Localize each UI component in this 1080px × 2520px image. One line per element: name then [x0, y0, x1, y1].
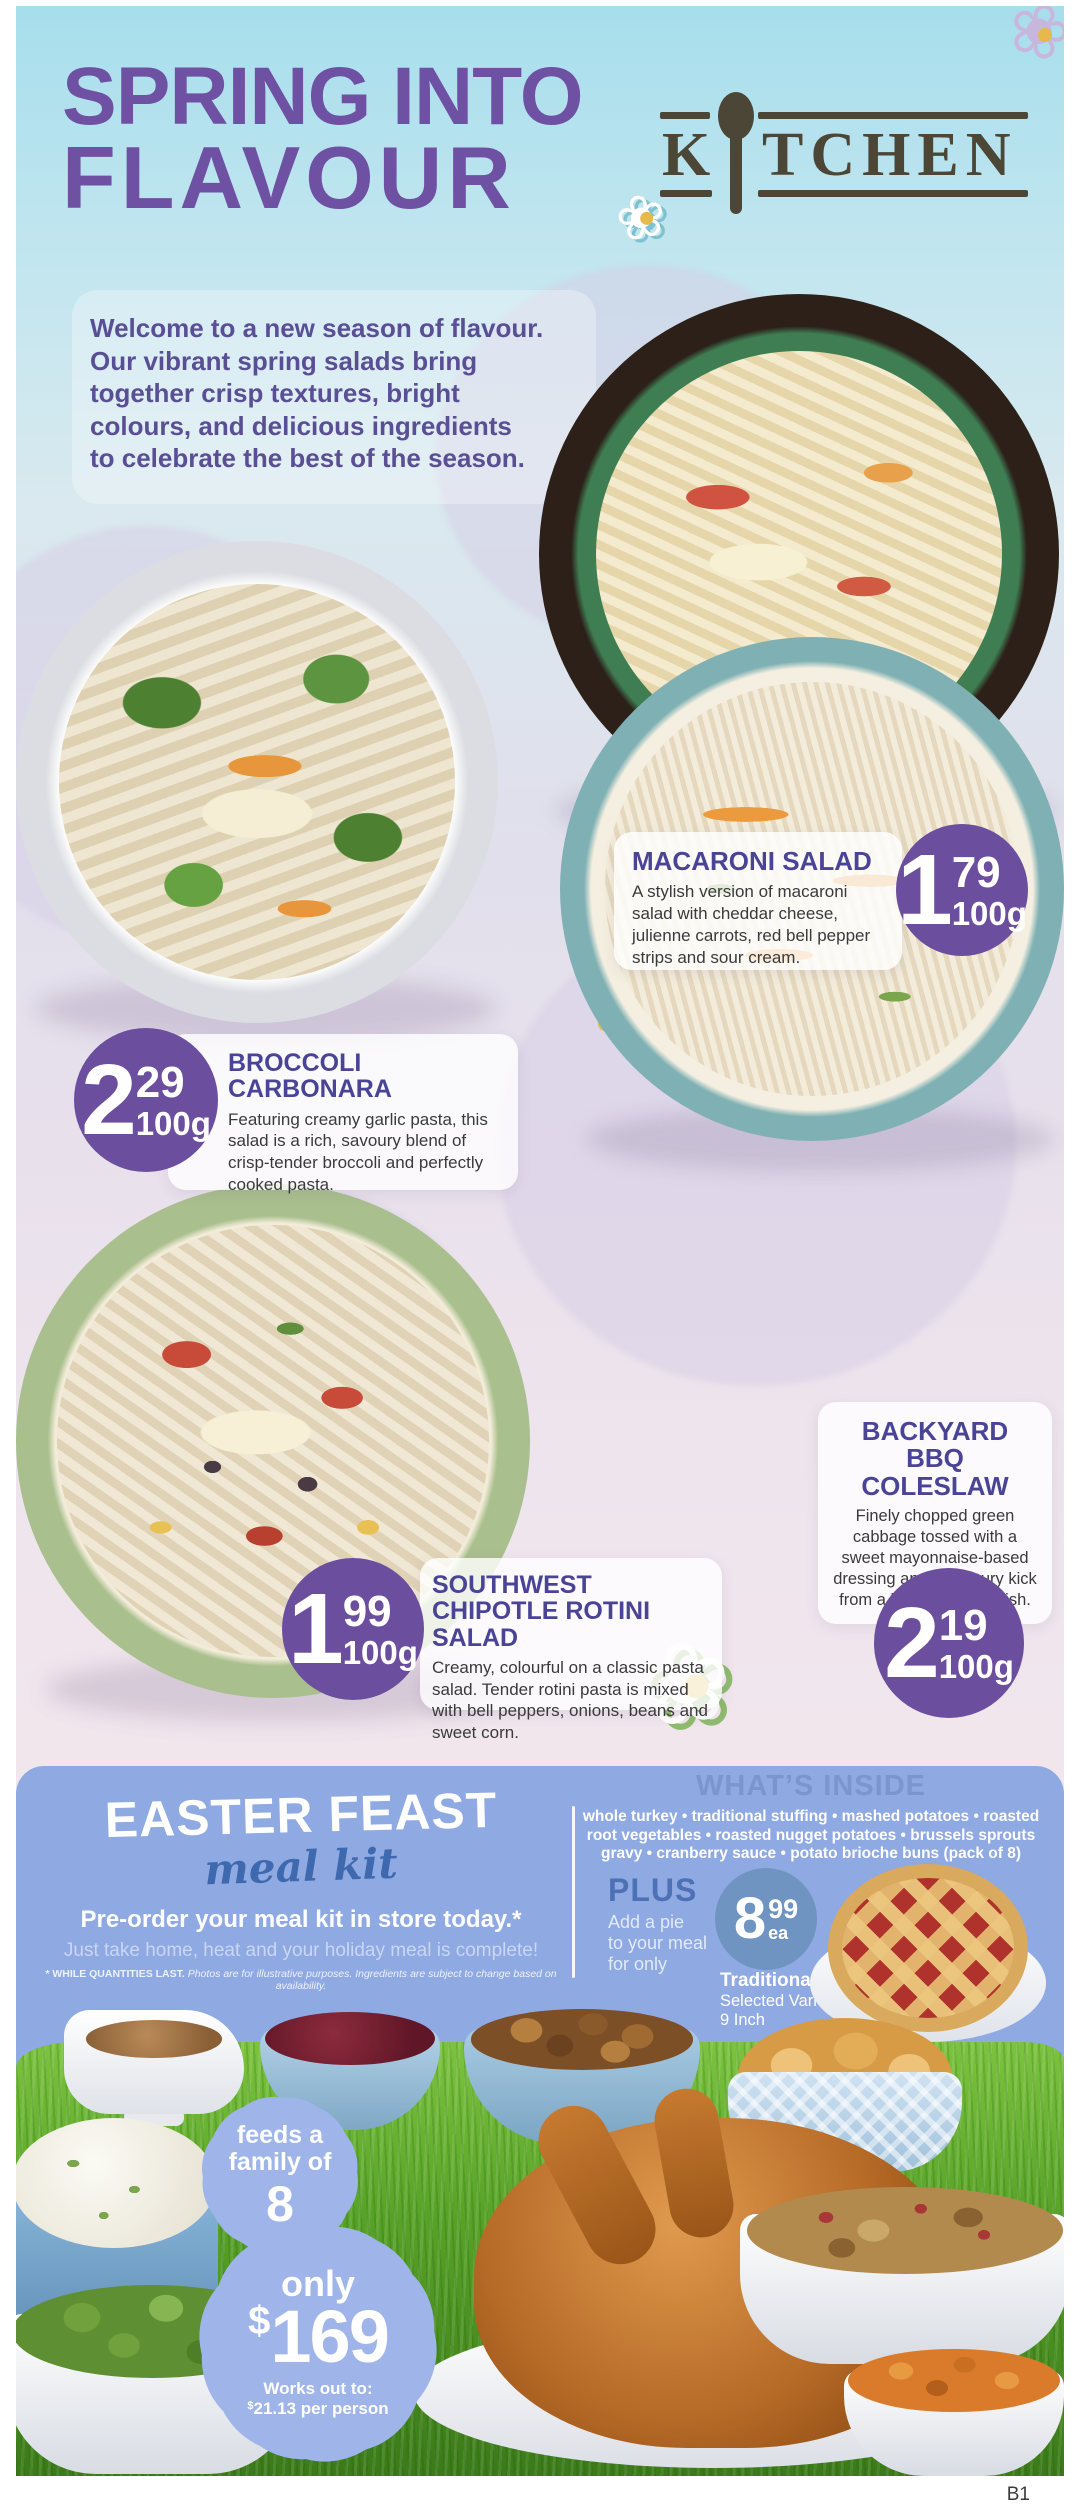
product-name: BACKYARD BBQ COLESLAW: [861, 1416, 1009, 1501]
disclaimer-text: * WHILE QUANTITIES LAST. Photos are for …: [26, 1968, 576, 1992]
feeds-line: family of: [228, 2148, 332, 2176]
price-unit: 100g: [938, 1647, 1014, 1685]
price-dollars: 2: [81, 1043, 137, 1156]
intro-text: Welcome to a new season of flavour. Our …: [90, 312, 590, 475]
logo-rule: [758, 112, 1028, 119]
page-title: SPRING INTO FLAVOUR: [62, 51, 584, 227]
kitchen-logo: K TCHEN: [660, 92, 1028, 220]
price-unit: 100g: [135, 1104, 211, 1142]
works-out-currency: $: [247, 2400, 254, 2413]
disclaimer-bold: * WHILE QUANTITIES LAST.: [45, 1968, 185, 1980]
price-unit: ea: [768, 1923, 789, 1943]
whats-inside-title: WHAT’S INSIDE: [696, 1770, 926, 1802]
whats-inside-line: root vegetables • roasted nugget potatoe…: [586, 1826, 1036, 1844]
price-cents: 99: [342, 1586, 392, 1636]
works-out-text: Works out to: $21.13 per person: [247, 2379, 388, 2420]
logo-rule: [660, 190, 712, 197]
price-badge-pie: 8 99 ea: [715, 1868, 817, 1970]
product-card-broccoli-carbonara: BROCCOLI CARBONARA Featuring creamy garl…: [168, 1034, 518, 1194]
plus-text-line: Add a pie: [608, 1912, 685, 1932]
product-card-rotini-salad: SOUTHWEST CHIPOTLE ROTINI SALAD Creamy, …: [420, 1558, 722, 1742]
price-cents: 99: [768, 1894, 799, 1924]
plus-label: PLUS: [608, 1872, 698, 1908]
feeds-line: feeds a: [236, 2120, 324, 2149]
price-badge-bbq-coleslaw: 2 19 100g: [874, 1568, 1024, 1718]
plus-text-line: for only: [608, 1954, 668, 1975]
price-badge-rotini-salad: 1 99 100g: [282, 1558, 424, 1700]
disclaimer-rest: Photos are for illustrative purposes. In…: [184, 1968, 557, 1992]
works-out-line: Works out to:: [263, 2378, 373, 2398]
flyer-canvas: SPRING INTO FLAVOUR K TCHEN ❀ ❀ ❀ ❀: [16, 6, 1064, 2476]
easter-feast-section: EASTER FEAST meal kit Pre-order your mea…: [16, 1766, 1064, 2476]
tagline-text: Just take home, heat and your holiday me…: [63, 1940, 539, 1961]
intro-line: colours, and delicious ingredients: [90, 410, 512, 441]
plus-text-line: to your meal: [608, 1933, 708, 1954]
price-dollars: 2: [884, 1586, 940, 1699]
only-label: only: [280, 2263, 355, 2305]
page-title-line1: SPRING INTO: [62, 51, 584, 142]
price-dollars: 1: [288, 1572, 344, 1685]
kitchen-logo-text: K: [662, 121, 711, 189]
price-cents: 29: [135, 1057, 185, 1107]
logo-rule: [758, 190, 1028, 197]
price-value: 169: [270, 2295, 389, 2379]
intro-line: together crisp textures, bright: [90, 378, 460, 408]
broccoli-carbonara-photo: [16, 541, 498, 1023]
kitchen-logo-text: TCHEN: [762, 121, 1018, 189]
preorder-text: Pre-order your meal kit in store today.*: [80, 1906, 522, 1933]
broccoli-carbonara-food: [59, 584, 455, 980]
product-card-macaroni-salad: MACARONI SALAD A stylish version of maca…: [614, 832, 902, 970]
intro-card: [72, 290, 596, 504]
feeds-number: 8: [266, 2175, 294, 2232]
whats-inside-line: gravy • cranberry sauce • potato brioche…: [601, 1845, 1021, 1863]
spoon-icon: [716, 92, 756, 220]
whats-inside-list: whole turkey • traditional stuffing • ma…: [576, 1808, 1046, 1864]
price-cents: 79: [951, 847, 1001, 897]
price-unit: 100g: [342, 1633, 418, 1671]
product-description: Creamy, colourful on a classic pasta sal…: [432, 1657, 708, 1742]
price-currency: $: [248, 2299, 271, 2344]
logo-rule: [660, 112, 710, 119]
feeds-family-badge: feeds a family of 8: [183, 2078, 377, 2272]
plus-text: Add a pie to your meal for only: [608, 1912, 707, 1976]
intro-line: to celebrate the best of the season.: [90, 443, 525, 473]
product-name: BROCCOLI CARBONARA: [228, 1049, 392, 1104]
rotini-salad-photo: [16, 1184, 530, 1698]
price-cents: 19: [938, 1600, 988, 1650]
price-unit: 100g: [951, 894, 1027, 932]
product-name: MACARONI SALAD: [632, 846, 872, 876]
meal-kit-price: $169: [248, 2299, 390, 2374]
price-dollars: 1: [897, 833, 953, 946]
works-out-line: $21.13 per person: [247, 2399, 388, 2419]
section-divider: [572, 1806, 575, 1978]
product-card-bbq-coleslaw: BACKYARD BBQ COLESLAW Finely chopped gre…: [818, 1402, 1052, 1624]
product-description: Featuring creamy garlic pasta, this sala…: [228, 1109, 488, 1194]
works-out-amount: 21.13 per person: [253, 2399, 389, 2419]
price-badge-macaroni-salad: 1 79 100g: [896, 824, 1028, 956]
price-dollars: 8: [733, 1885, 767, 1951]
traditional-pie-photo: [828, 1864, 1028, 2032]
rotini-salad-food: [57, 1225, 489, 1657]
price-badge-broccoli-carbonara: 2 29 100g: [74, 1028, 218, 1172]
intro-line: Our vibrant spring salads bring: [90, 345, 478, 376]
product-name: SOUTHWEST CHIPOTLE ROTINI SALAD: [432, 1571, 651, 1652]
whats-inside-line: whole turkey • traditional stuffing • ma…: [582, 1808, 1040, 1825]
page-code: B1: [1006, 2484, 1030, 2505]
page-title-line2: FLAVOUR: [62, 127, 516, 227]
price-badge-meal-kit: only $169 Works out to: $21.13 per perso…: [171, 2196, 465, 2476]
intro-line: Welcome to a new season of flavour.: [90, 313, 544, 343]
daisy-icon: ❀: [996, 6, 1064, 80]
pie-size: 9 Inch: [720, 2010, 765, 2029]
product-description: A stylish version of macaroni salad with…: [632, 882, 871, 967]
